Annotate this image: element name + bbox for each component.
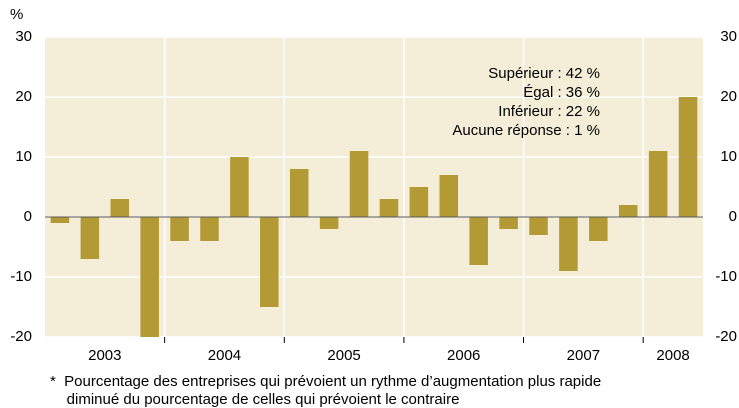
y2-tick-label: 10 [720,148,737,165]
x-group-label: 2008 [656,347,689,364]
bar [170,217,189,241]
y-tick-label: 20 [15,88,32,105]
bar [469,217,488,265]
bar [260,217,279,307]
bar [529,217,548,235]
bar [409,187,429,217]
y-tick-label: -10 [10,268,32,285]
bar [589,217,608,241]
y-tick-label: 0 [24,208,32,225]
footnote: * Pourcentage des entreprises qui prévoi… [50,373,601,390]
y-unit: % [10,6,23,23]
y-tick-label: 30 [15,28,32,45]
bar [289,169,309,217]
bar [648,151,668,217]
bar [618,205,638,217]
annotation: Supérieur : 42 % [488,65,600,82]
y2-tick-label: 30 [720,28,737,45]
bar [439,175,459,217]
x-group-label: 2004 [208,347,241,364]
y-tick-label: 10 [15,148,32,165]
bar [379,199,399,217]
annotation: Aucune réponse : 1 % [452,122,600,139]
bar [140,217,159,337]
bar [200,217,219,241]
y2-tick-label: 0 [729,208,737,225]
y2-tick-label: -20 [715,328,737,345]
x-group-label: 2005 [327,347,360,364]
bar [499,217,518,229]
annotation: Égal : 36 % [523,84,600,101]
annotation: Inférieur : 22 % [498,103,600,120]
bar [349,151,369,217]
x-group-label: 2006 [447,347,480,364]
bar [559,217,578,271]
y2-tick-label: -10 [715,268,737,285]
x-group-label: 2007 [567,347,600,364]
bar [50,217,70,223]
footnote: diminué du pourcentage de celles qui pré… [50,391,459,408]
bar [110,199,130,217]
y2-tick-label: 20 [720,88,737,105]
x-group-label: 2003 [88,347,121,364]
bar [80,217,100,259]
y-tick-label: -20 [10,328,32,345]
bar [678,97,698,217]
bar [319,217,339,229]
bar [230,157,249,217]
